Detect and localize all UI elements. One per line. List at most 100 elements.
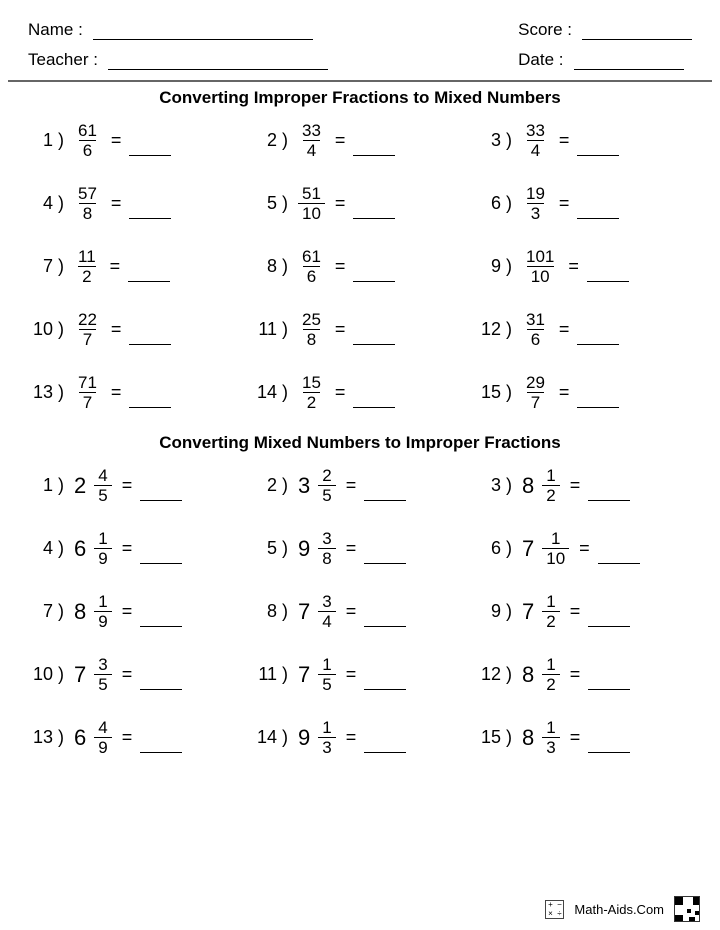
name-label: Name : <box>28 20 83 40</box>
problem-number: 13 ) <box>32 382 68 403</box>
answer-blank[interactable] <box>598 550 640 564</box>
problem: 6 )7110= <box>476 530 692 567</box>
teacher-blank[interactable] <box>108 52 328 70</box>
problem: 3 )334= <box>476 122 692 159</box>
fraction: 10110 <box>522 248 558 285</box>
answer-blank[interactable] <box>577 331 619 345</box>
fraction: 49 <box>94 719 111 756</box>
problem-number: 3 ) <box>480 475 516 496</box>
problem-number: 6 ) <box>480 193 516 214</box>
equals: = <box>346 727 357 748</box>
problem: 8 ) 616 = <box>252 248 468 285</box>
equals: = <box>346 601 357 622</box>
problem-number: 1 ) <box>32 130 68 151</box>
answer-blank[interactable] <box>577 142 619 156</box>
equals: = <box>122 727 133 748</box>
equals: = <box>111 193 122 214</box>
fraction: 193 <box>522 185 549 222</box>
name-blank[interactable] <box>93 22 313 40</box>
problem-number: 12 ) <box>480 664 516 685</box>
equals: = <box>570 601 581 622</box>
problem: 1 )616= <box>28 122 244 159</box>
problem: 7 )819= <box>28 593 244 630</box>
answer-blank[interactable] <box>353 394 395 408</box>
answer-blank[interactable] <box>364 487 406 501</box>
answer-blank[interactable] <box>140 613 182 627</box>
answer-blank[interactable] <box>577 205 619 219</box>
fraction: 38 <box>318 530 335 567</box>
footer-site: Math-Aids.Com <box>574 902 664 917</box>
problem: 4 ) 578 = <box>28 185 244 222</box>
fraction: 12 <box>542 593 559 630</box>
problem-number: 10 ) <box>32 664 68 685</box>
problem-number: 14 ) <box>256 727 292 748</box>
answer-blank[interactable] <box>588 613 630 627</box>
answer-blank[interactable] <box>364 739 406 753</box>
problem: 15 )297= <box>476 374 692 411</box>
answer-blank[interactable] <box>353 142 395 156</box>
problem-number: 8 ) <box>256 256 292 277</box>
equals: = <box>335 193 346 214</box>
answer-blank[interactable] <box>140 676 182 690</box>
equals: = <box>559 193 570 214</box>
answer-blank[interactable] <box>129 331 171 345</box>
answer-blank[interactable] <box>353 268 395 282</box>
equals: = <box>346 664 357 685</box>
whole-number: 8 <box>522 473 534 499</box>
fraction: 19 <box>94 530 111 567</box>
footer: +−×÷ Math-Aids.Com <box>545 896 700 922</box>
answer-blank[interactable] <box>588 676 630 690</box>
score-blank[interactable] <box>582 22 692 40</box>
equals: = <box>346 538 357 559</box>
answer-blank[interactable] <box>587 268 629 282</box>
answer-blank[interactable] <box>588 739 630 753</box>
problem-number: 2 ) <box>256 130 292 151</box>
answer-blank[interactable] <box>140 739 182 753</box>
equals: = <box>559 130 570 151</box>
answer-blank[interactable] <box>129 142 171 156</box>
whole-number: 7 <box>522 599 534 625</box>
problem-number: 13 ) <box>32 727 68 748</box>
problem-number: 2 ) <box>256 475 292 496</box>
equals: = <box>122 601 133 622</box>
answer-blank[interactable] <box>588 487 630 501</box>
section1-grid: 1 )616=2 )334=3 )334=4 )578=5 )5110=6 )1… <box>28 122 692 411</box>
answer-blank[interactable] <box>128 268 170 282</box>
problem: 9 ) 7 12 = <box>476 593 692 630</box>
equals: = <box>559 319 570 340</box>
equals: = <box>559 382 570 403</box>
equals: = <box>335 382 346 403</box>
fraction: 616 <box>298 248 325 285</box>
answer-blank[interactable] <box>140 487 182 501</box>
equals: = <box>335 256 346 277</box>
problem-number: 7 ) <box>32 256 68 277</box>
whole-number: 7 <box>298 662 310 688</box>
answer-blank[interactable] <box>140 550 182 564</box>
equals: = <box>110 256 121 277</box>
answer-blank[interactable] <box>129 394 171 408</box>
equals: = <box>111 130 122 151</box>
answer-blank[interactable] <box>364 676 406 690</box>
problem-number: 4 ) <box>32 193 68 214</box>
problem-number: 1 ) <box>32 475 68 496</box>
answer-blank[interactable] <box>577 394 619 408</box>
equals: = <box>570 475 581 496</box>
answer-blank[interactable] <box>129 205 171 219</box>
problem: 13 )649= <box>28 719 244 756</box>
problem: 3 )812= <box>476 467 692 504</box>
whole-number: 8 <box>522 662 534 688</box>
fraction: 578 <box>74 185 101 222</box>
whole-number: 6 <box>74 536 86 562</box>
date-blank[interactable] <box>574 52 684 70</box>
fraction: 297 <box>522 374 549 411</box>
answer-blank[interactable] <box>353 331 395 345</box>
qr-code-icon <box>674 896 700 922</box>
answer-blank[interactable] <box>364 550 406 564</box>
whole-number: 8 <box>522 725 534 751</box>
fraction: 13 <box>318 719 335 756</box>
fraction: 19 <box>94 593 111 630</box>
answer-blank[interactable] <box>364 613 406 627</box>
problem-number: 9 ) <box>480 256 516 277</box>
problem-number: 9 ) <box>480 601 516 622</box>
answer-blank[interactable] <box>353 205 395 219</box>
